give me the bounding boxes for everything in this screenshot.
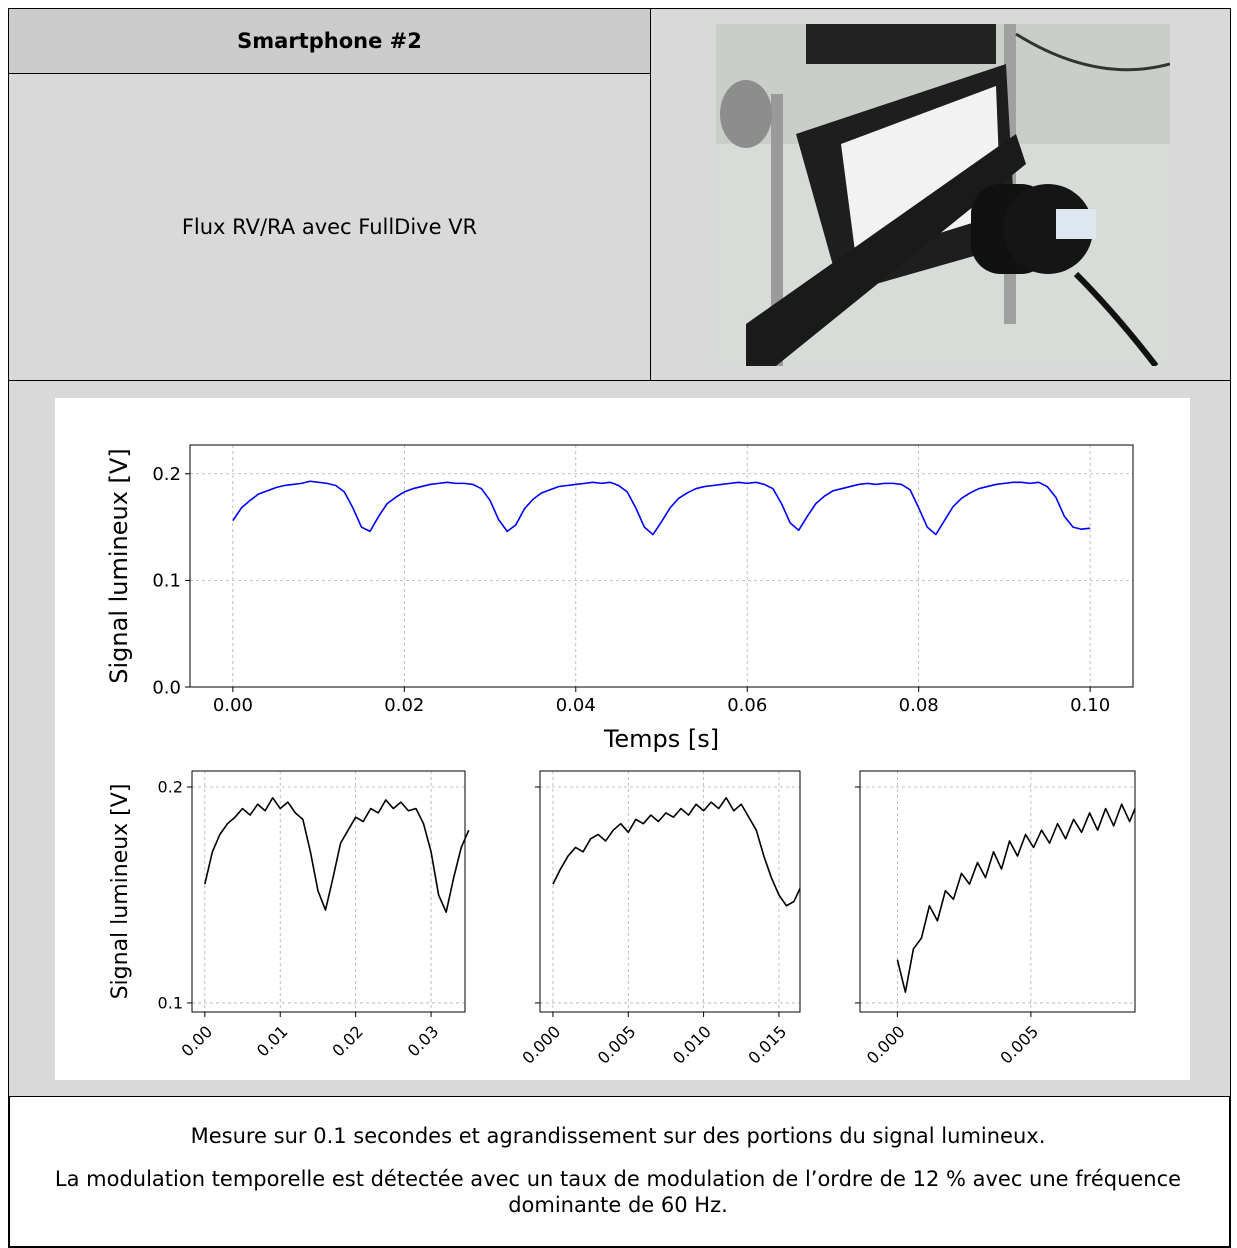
x-axis-label: Temps [s] bbox=[603, 725, 719, 753]
x-tick-label: 0.010 bbox=[669, 1022, 715, 1068]
signal-line bbox=[204, 796, 470, 914]
signal-line bbox=[552, 796, 801, 907]
x-tick-label: 0.000 bbox=[863, 1022, 909, 1068]
signal-line bbox=[232, 480, 1091, 536]
x-tick-label: 0.08 bbox=[899, 695, 939, 716]
y-axis-label: Signal lumineux [V] bbox=[105, 448, 133, 683]
x-tick-label: 0.000 bbox=[518, 1022, 564, 1068]
caption-line: Mesure sur 0.1 secondes et agrandissemen… bbox=[190, 1124, 1046, 1148]
x-tick-label: 0.10 bbox=[1070, 695, 1110, 716]
x-tick-label: 0.01 bbox=[253, 1022, 292, 1061]
x-tick-label: 0.00 bbox=[213, 695, 253, 716]
x-tick-label: 0.00 bbox=[178, 1022, 217, 1061]
caption-cell bbox=[8, 1096, 1231, 1238]
y-tick-label: 0.2 bbox=[158, 778, 183, 797]
description-cell: Flux RV/RA avec FullDive VR bbox=[8, 73, 651, 381]
x-tick-label: 0.02 bbox=[328, 1022, 367, 1061]
x-tick-label: 0.02 bbox=[384, 695, 424, 716]
figure: 0.00 0.02 0.04 0.06 0.08 0.10 0.0 0.1 0.2 Temps [… bbox=[55, 398, 1190, 1080]
photo bbox=[716, 24, 1170, 366]
y-tick-label: 0.1 bbox=[158, 994, 183, 1013]
axes-frame bbox=[191, 770, 466, 1013]
axes-frame bbox=[189, 444, 1134, 688]
y-axis-label: Signal lumineux [V] bbox=[108, 784, 133, 1000]
caption-line: La modulation temporelle est détectée av… bbox=[54, 1167, 1182, 1217]
x-tick-label: 0.015 bbox=[744, 1022, 790, 1068]
y-tick-label: 0.0 bbox=[152, 677, 181, 698]
axes-frame bbox=[859, 770, 1136, 1013]
x-tick-label: 0.04 bbox=[556, 695, 596, 716]
y-tick-label: 0.2 bbox=[152, 464, 181, 485]
header-cell: Smartphone #2 bbox=[8, 8, 651, 74]
signal-line bbox=[896, 803, 1136, 993]
y-tick-label: 0.1 bbox=[152, 571, 181, 592]
axes-frame bbox=[539, 770, 801, 1013]
x-tick-label: 0.005 bbox=[996, 1022, 1042, 1068]
x-tick-label: 0.005 bbox=[594, 1022, 640, 1068]
x-tick-label: 0.06 bbox=[727, 695, 767, 716]
x-tick-label: 0.03 bbox=[404, 1022, 443, 1061]
